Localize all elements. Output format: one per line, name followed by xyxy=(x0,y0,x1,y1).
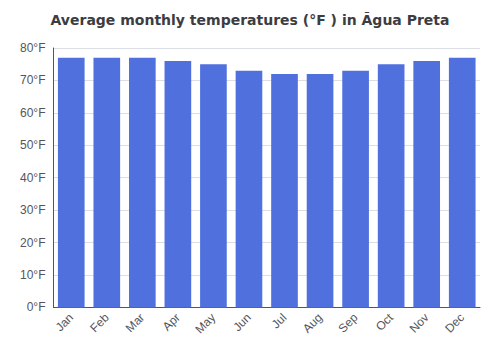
svg-text:Mar: Mar xyxy=(123,311,148,335)
svg-text:80°F: 80°F xyxy=(20,41,45,55)
svg-text:20°F: 20°F xyxy=(20,236,45,250)
svg-text:Jul: Jul xyxy=(269,311,290,332)
svg-text:Feb: Feb xyxy=(87,310,112,335)
svg-text:Nov: Nov xyxy=(407,311,432,336)
svg-text:Dec: Dec xyxy=(442,311,467,336)
svg-text:Oct: Oct xyxy=(373,310,397,334)
svg-text:50°F: 50°F xyxy=(20,138,45,152)
svg-text:Jan: Jan xyxy=(53,311,77,335)
svg-text:Jun: Jun xyxy=(230,311,254,335)
svg-text:70°F: 70°F xyxy=(20,73,45,87)
svg-text:Average monthly temperatures (: Average monthly temperatures (°F ) in Ãg… xyxy=(51,12,450,28)
svg-text:40°F: 40°F xyxy=(20,171,45,185)
svg-text:60°F: 60°F xyxy=(20,106,45,120)
svg-text:30°F: 30°F xyxy=(20,203,45,217)
svg-text:Apr: Apr xyxy=(160,311,183,334)
svg-text:0°F: 0°F xyxy=(27,300,46,314)
svg-text:Sep: Sep xyxy=(336,310,361,335)
svg-text:10°F: 10°F xyxy=(20,268,45,282)
svg-text:May: May xyxy=(192,311,218,337)
svg-text:Aug: Aug xyxy=(300,311,325,336)
